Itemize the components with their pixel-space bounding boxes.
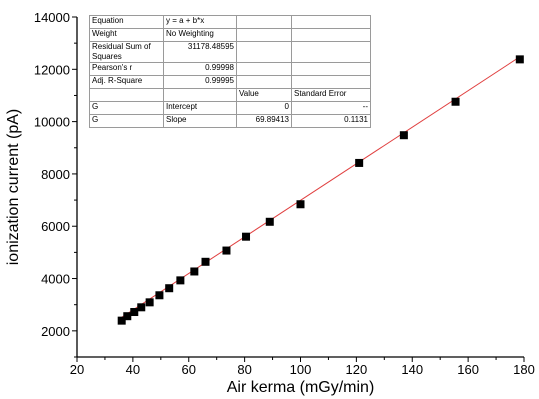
data-point [130, 308, 139, 317]
x-tick-label: 100 [290, 362, 312, 377]
table-cell: 0 [236, 101, 292, 115]
data-point [145, 298, 154, 307]
table-cell [291, 28, 371, 42]
data-point [451, 97, 460, 106]
table-cell: Equation [89, 15, 164, 29]
table-cell: Weight [89, 28, 164, 42]
table-cell: Pearson's r [89, 62, 164, 76]
data-point [242, 232, 251, 241]
x-tick-label: 120 [346, 362, 368, 377]
table-cell [236, 41, 292, 63]
y-tick-label: 2000 [41, 324, 70, 339]
y-axis-ticks: 2000 4000 6000 8000 10000 12000 14000 [34, 10, 77, 358]
data-point [117, 316, 126, 325]
data-point [355, 158, 364, 167]
data-point [399, 131, 408, 140]
table-cell: -- [291, 101, 371, 115]
y-tick-label: 12000 [34, 62, 70, 77]
y-axis-label: ionization current (pA) [5, 109, 22, 266]
table-cell: 0.99995 [163, 75, 237, 89]
y-tick-label: 14000 [34, 10, 70, 25]
x-axis-label: Air kerma (mGy/min) [227, 379, 375, 396]
table-cell [291, 75, 371, 89]
data-point [296, 200, 305, 209]
y-tick-label: 4000 [41, 272, 70, 287]
table-row: Pearson's r 0.99998 [89, 62, 371, 76]
table-cell [163, 88, 237, 102]
data-point [201, 257, 210, 266]
table-row: Equation y = a + b*x [89, 15, 371, 29]
table-row: Value Standard Error [89, 88, 371, 102]
data-points [117, 55, 524, 325]
table-cell [291, 62, 371, 76]
table-row: Residual Sum of Squares 31178.48595 [89, 41, 371, 63]
table-cell [236, 75, 292, 89]
data-point [155, 291, 164, 300]
table-cell: G [89, 114, 164, 128]
table-cell: Standard Error [291, 88, 371, 102]
table-cell: 0.99998 [163, 62, 237, 76]
y-tick-label: 6000 [41, 219, 70, 234]
table-cell [236, 28, 292, 42]
table-row: Weight No Weighting [89, 28, 371, 42]
table-cell [291, 15, 371, 29]
data-point [137, 303, 146, 312]
data-point [165, 284, 174, 293]
table-cell [89, 88, 164, 102]
table-cell: Value [236, 88, 292, 102]
table-row: G Intercept 0 -- [89, 101, 371, 115]
data-point [190, 267, 199, 276]
table-cell [236, 62, 292, 76]
table-cell: 31178.48595 [163, 41, 237, 63]
table-row: G Slope 69.89413 0.1131 [89, 114, 371, 128]
table-cell [236, 15, 292, 29]
y-tick-label: 10000 [34, 115, 70, 130]
data-point [176, 276, 185, 285]
x-tick-label: 180 [513, 362, 535, 377]
table-cell: No Weighting [163, 28, 237, 42]
table-cell: 0.1131 [291, 114, 371, 128]
table-cell: Intercept [163, 101, 237, 115]
x-axis-ticks: 20 40 60 80 100 120 140 160 180 [70, 357, 535, 377]
table-cell: y = a + b*x [163, 15, 237, 29]
x-tick-label: 160 [457, 362, 479, 377]
table-cell: Slope [163, 114, 237, 128]
data-point [515, 55, 524, 64]
x-tick-label: 60 [182, 362, 196, 377]
x-tick-label: 40 [126, 362, 140, 377]
data-point [265, 217, 274, 226]
data-point [123, 312, 132, 321]
fit-statistics-table: Equation y = a + b*x Weight No Weighting… [89, 15, 371, 128]
table-cell: G [89, 101, 164, 115]
x-tick-label: 80 [237, 362, 251, 377]
table-cell: 69.89413 [236, 114, 292, 128]
x-tick-label: 140 [401, 362, 423, 377]
x-tick-label: 20 [70, 362, 84, 377]
y-tick-label: 8000 [41, 167, 70, 182]
table-cell: Adj. R-Square [89, 75, 164, 89]
table-cell [291, 41, 371, 63]
data-point [222, 246, 231, 255]
table-row: Adj. R-Square 0.99995 [89, 75, 371, 89]
table-cell: Residual Sum of Squares [89, 41, 164, 63]
